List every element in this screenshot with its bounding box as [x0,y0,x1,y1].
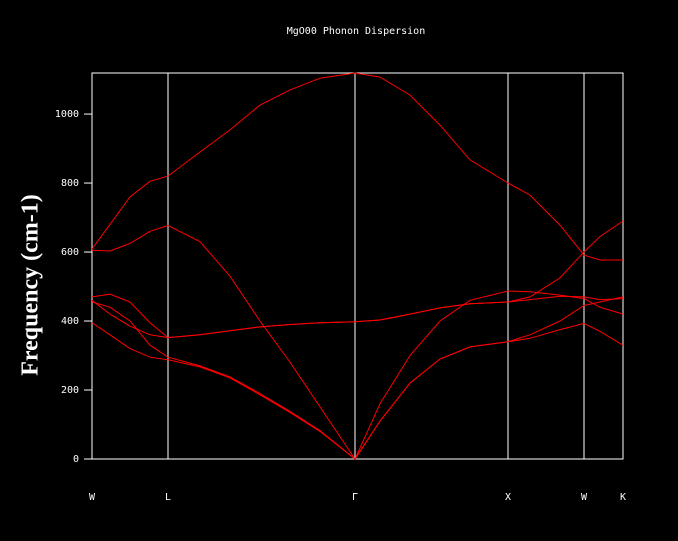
y-tick-label: 0 [73,454,79,465]
x-tick-label: X [505,492,511,503]
y-tick-label: 200 [61,385,79,396]
chart-title: MgO00 Phonon Dispersion [287,26,425,37]
plot-frame [91,72,624,460]
y-axis-label: Frequency (cm-1) [18,194,44,376]
band-line [91,220,624,339]
x-tick-label: Γ [352,492,358,503]
band-line [91,293,624,339]
y-tick-label: 1000 [55,109,79,120]
x-tick-label: L [165,492,171,503]
x-tick-label: K [620,492,626,503]
band-line [91,72,623,261]
y-tick-label: 600 [61,247,79,258]
y-tick-label: 800 [61,178,79,189]
band-line [91,224,624,461]
band-line [91,296,624,460]
band-line [91,322,624,460]
x-tick-label: W [89,492,96,503]
y-tick-label: 400 [61,316,79,327]
x-tick-label: W [581,492,588,503]
